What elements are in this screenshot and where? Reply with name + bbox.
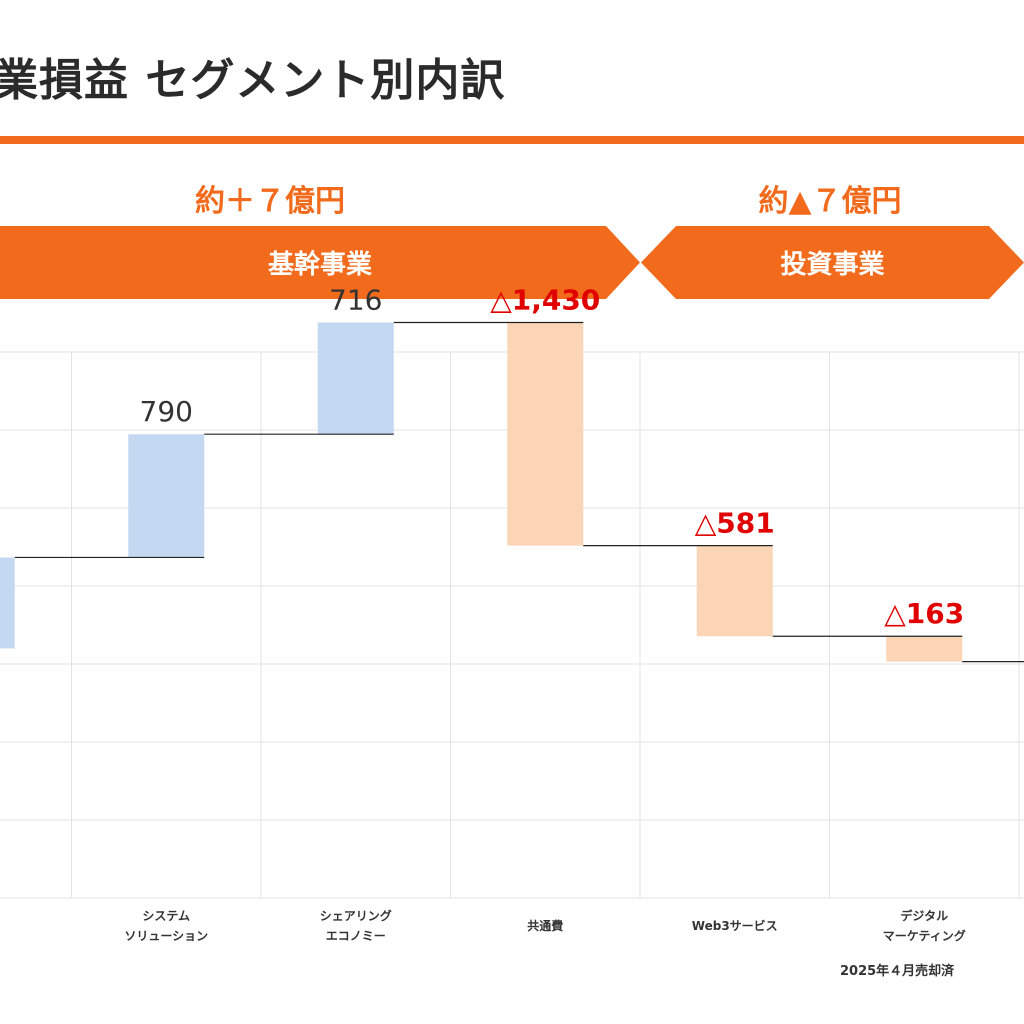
data-label: △581 [695, 507, 775, 540]
x-tick-label: エコノミー [326, 929, 386, 943]
data-label: △163 [884, 597, 964, 630]
x-tick-label: 共通費 [527, 918, 563, 933]
core-business-delta: 約＋７億円 [195, 184, 345, 219]
core-business-banner: 基幹事業 [0, 226, 640, 299]
title-rule [0, 136, 1024, 144]
waterfall-bar [886, 636, 963, 662]
x-tick-label: マーケティング [883, 928, 966, 943]
x-tick-label: システム [142, 909, 190, 923]
core-business-label: 基幹事業 [267, 250, 372, 280]
investment-business-label: 投資事業 [780, 250, 885, 280]
x-tick-label: シェアリング [320, 908, 392, 923]
x-tick-label: ソリューション [124, 929, 208, 943]
waterfall-bar [128, 434, 205, 558]
waterfall-bar [696, 545, 773, 637]
waterfall-bar [317, 322, 394, 435]
footnote: 2025年４月売却済 [840, 964, 955, 979]
x-tick-label: Web3サービス [692, 918, 778, 933]
investment-business-banner: 投資事業 [641, 226, 1024, 299]
page-title: 業損益 セグメント別内訳 [0, 55, 506, 106]
data-label: △1,430 [490, 284, 600, 317]
investment-business-delta: 約▲７億円 [758, 184, 902, 219]
data-label: 790 [140, 395, 193, 428]
waterfall-bar [507, 322, 584, 546]
waterfall-bar [0, 557, 15, 649]
x-tick-label: デジタル [900, 908, 948, 923]
data-label: 716 [329, 284, 382, 317]
